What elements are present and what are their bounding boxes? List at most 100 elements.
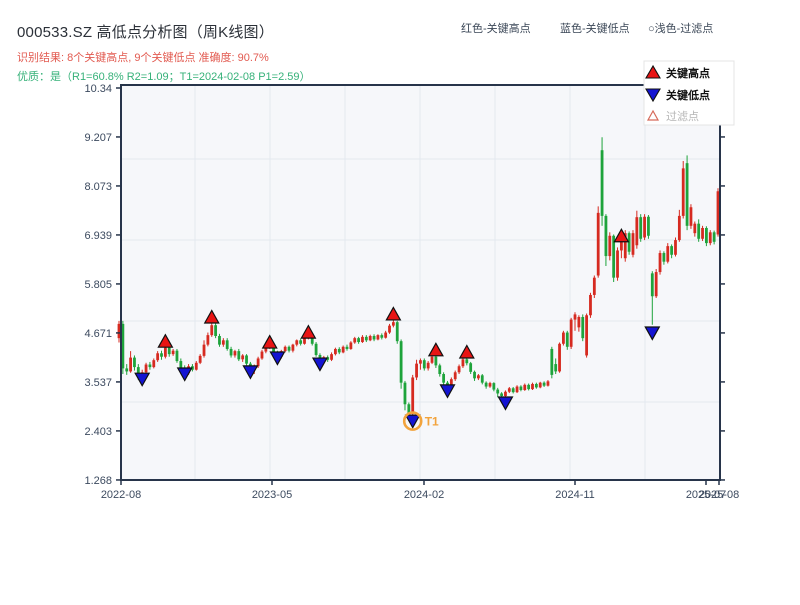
legend-key-high-label: 关键高点 — [666, 66, 710, 80]
candle-body — [167, 347, 171, 355]
candle-body — [639, 217, 643, 239]
candle-body — [449, 379, 453, 387]
candle-body — [411, 377, 415, 414]
candle-body — [179, 361, 183, 368]
page-title: 000533.SZ 高低点分析图（周K线图） — [17, 24, 274, 41]
candle-body — [558, 343, 561, 372]
candle-body — [461, 359, 465, 367]
candle-body — [233, 351, 237, 356]
candle-body — [426, 362, 430, 369]
candle-body — [507, 388, 511, 392]
candle-body — [465, 359, 469, 364]
y-tick-label: 8.073 — [84, 181, 112, 193]
candle-body — [198, 355, 202, 363]
key-high-marker — [427, 342, 444, 357]
candle-body — [368, 335, 372, 341]
candle-body — [592, 277, 596, 295]
t1-label: T1 — [425, 415, 439, 429]
key-low-marker — [176, 367, 193, 382]
candle-body — [581, 316, 585, 339]
candle-body — [171, 350, 175, 355]
candle-body — [156, 353, 160, 361]
candle-body — [361, 336, 364, 343]
t1-circle-annotation — [402, 411, 423, 431]
candle-body — [434, 356, 438, 366]
candle-body — [291, 344, 295, 351]
candle-body — [623, 233, 627, 259]
candle-body — [519, 386, 523, 391]
quality-summary-text: 优质：是（R1=60.8% R2=1.09；T1=2024-02-08 P1=2… — [17, 71, 311, 83]
key-low-marker — [439, 384, 456, 399]
candle-body — [384, 332, 388, 338]
candle-body — [357, 338, 360, 343]
y-tick-label: 9.207 — [84, 132, 112, 144]
candle-body — [619, 240, 623, 251]
candle-body — [453, 372, 457, 380]
candle-body — [245, 355, 248, 364]
key-high-marker — [203, 309, 220, 324]
candle-body — [600, 150, 604, 216]
x-tick-label: 2025-07 — [686, 489, 726, 501]
candle-body — [569, 319, 573, 347]
candle-body — [654, 272, 658, 297]
candle-body — [492, 383, 496, 390]
candle-body — [148, 364, 152, 368]
candle-body — [550, 348, 554, 375]
candle-body — [716, 191, 720, 235]
candle-body — [442, 374, 446, 383]
candle-body — [295, 340, 299, 345]
y-tick-label: 6.939 — [84, 230, 112, 242]
legend-filtered-icon — [646, 109, 660, 121]
candle-body — [677, 215, 681, 241]
candle-body — [395, 322, 399, 342]
key-low-marker — [497, 396, 514, 411]
candle-body — [337, 348, 341, 353]
candle-body — [608, 235, 612, 257]
candle-body — [666, 246, 670, 262]
candle-body — [136, 367, 140, 375]
x-tick-label: 2022-08 — [101, 489, 141, 501]
candle-body — [299, 340, 303, 344]
candle-body — [484, 382, 488, 387]
candle-body — [674, 240, 677, 255]
candle-body — [627, 233, 631, 252]
candle-body — [531, 383, 534, 390]
candle-body — [303, 337, 306, 344]
candle-body — [422, 360, 426, 369]
candle-body — [523, 384, 527, 391]
key-high-marker — [613, 228, 630, 243]
candle-body — [647, 216, 650, 236]
candle-body — [693, 223, 697, 234]
candle-body — [480, 375, 484, 383]
candle-body — [689, 207, 693, 226]
y-tick-label: 1.268 — [84, 475, 112, 487]
candle-body — [419, 360, 422, 364]
key-low-marker — [269, 351, 286, 366]
candle-body — [144, 364, 148, 373]
key-low-marker — [311, 357, 328, 372]
candle-body — [310, 335, 314, 344]
candle-body — [129, 357, 132, 372]
candle-body — [496, 389, 500, 394]
candle-body — [229, 348, 233, 356]
x-tick-label: 2024-02 — [404, 489, 444, 501]
legend-filtered-label: 过滤点 — [666, 110, 699, 123]
candle-body — [546, 381, 550, 386]
candle-body — [287, 346, 291, 351]
candle-body — [237, 351, 241, 360]
candle-body — [314, 343, 318, 356]
candle-body — [504, 391, 507, 397]
candle-body — [194, 362, 198, 370]
candle-body — [585, 315, 589, 356]
candle-body — [705, 227, 708, 244]
key-high-marker — [157, 333, 174, 348]
candle-body — [225, 340, 229, 349]
candle-body — [175, 350, 179, 362]
candle-body — [612, 235, 616, 278]
candle-body — [125, 368, 129, 372]
candle-body — [345, 346, 349, 349]
candle-body — [604, 215, 608, 257]
candle-body — [476, 375, 480, 379]
candle-body — [685, 163, 689, 226]
